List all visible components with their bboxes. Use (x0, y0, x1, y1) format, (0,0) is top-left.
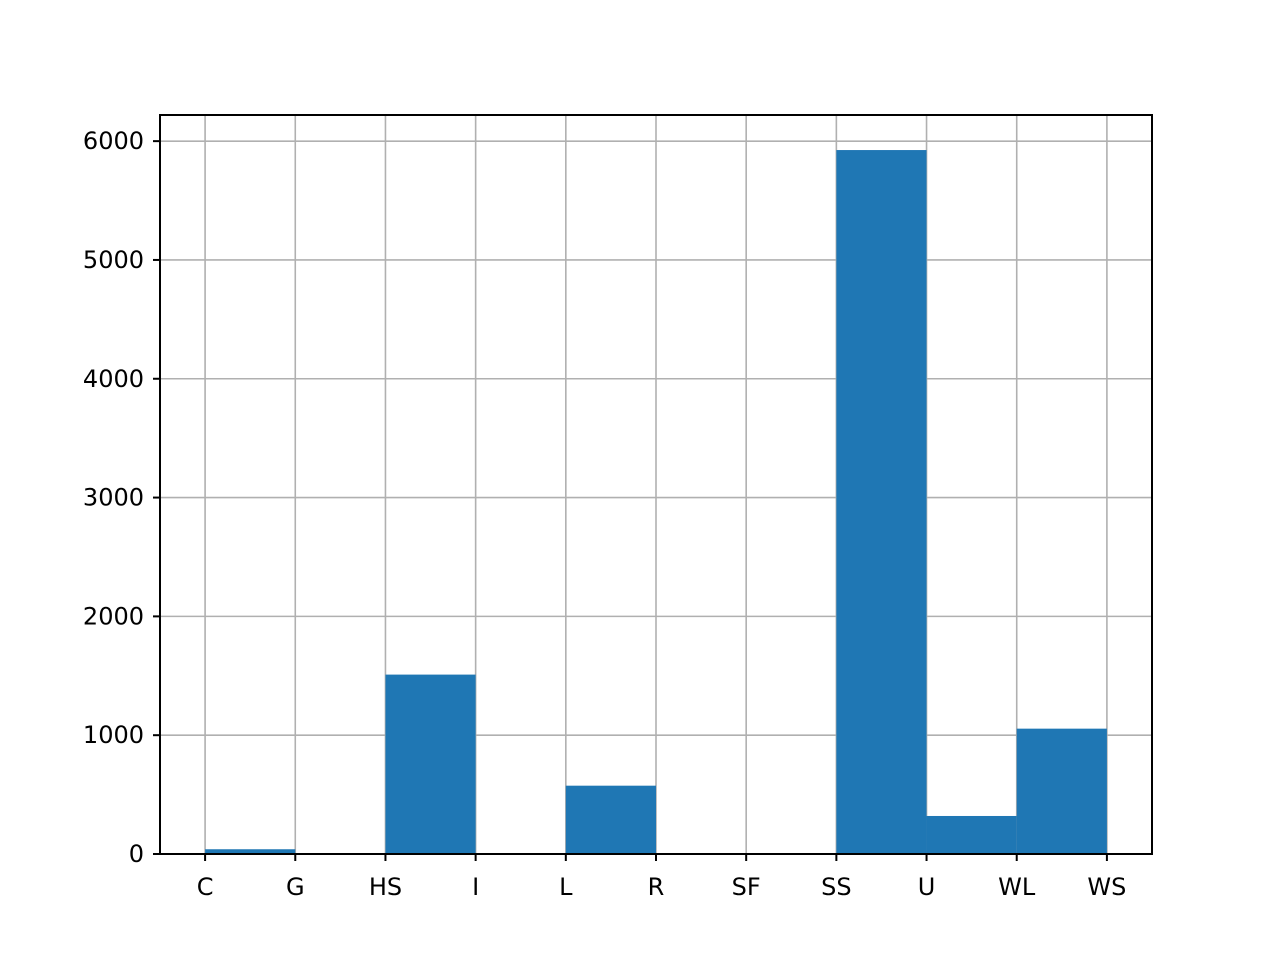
x-tick-label: L (559, 873, 573, 901)
y-tick-label: 1000 (83, 721, 144, 749)
y-tick-label: 6000 (83, 127, 144, 155)
x-tick-label: R (648, 873, 665, 901)
bar-ss-u (836, 150, 927, 854)
bar-l-r (565, 785, 656, 854)
y-tick-label: 5000 (83, 246, 144, 274)
x-axis-ticks: C G HS I L R SF SS U WL WS (197, 854, 1126, 901)
bar-hs-i (385, 674, 476, 854)
y-axis-ticks: 0 1000 2000 3000 4000 5000 6000 (83, 127, 160, 868)
bar-layer (205, 150, 1107, 854)
x-tick-label: I (472, 873, 479, 901)
bar-wl-ws (1016, 728, 1107, 854)
y-tick-label: 3000 (83, 484, 144, 512)
x-tick-label: HS (369, 873, 402, 901)
y-tick-label: 0 (129, 840, 144, 868)
x-tick-label: SF (732, 873, 761, 901)
x-tick-label: U (918, 873, 936, 901)
bar-c-g (205, 849, 296, 854)
bar-u-wl (926, 815, 1017, 854)
x-tick-label: SS (821, 873, 851, 901)
x-tick-label: WL (998, 873, 1036, 901)
x-tick-label: G (286, 873, 305, 901)
y-tick-label: 4000 (83, 365, 144, 393)
x-tick-label: C (197, 873, 214, 901)
grid-layer (160, 115, 1152, 855)
y-tick-label: 2000 (83, 602, 144, 630)
x-tick-label: WS (1087, 873, 1126, 901)
